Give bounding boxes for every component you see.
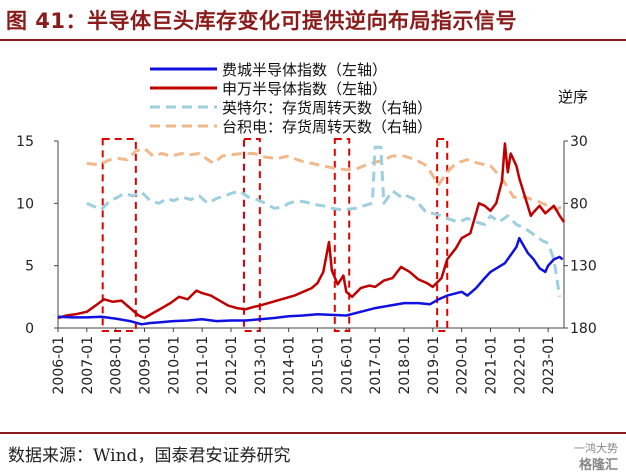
x-tick-label-11: 2017-01 [368, 336, 384, 395]
x-tick-label-5: 2011-01 [195, 336, 211, 395]
right-tick-label-2: 130 [570, 259, 597, 275]
series-line-2 [57, 142, 566, 320]
legend-label-4: 台积电：存货周转天数（右轴） [222, 118, 432, 136]
x-tick-label-2: 2008-01 [109, 336, 125, 395]
x-axis-ticks: 2006-01 2007-01 2008-01 2009-01 2010-01 2011-… [51, 328, 557, 395]
left-tick-label-1: 5 [25, 259, 34, 275]
legend-label-3: 英特尔：存货周转天数（右轴） [222, 99, 432, 117]
x-tick-label-4: 2010-01 [166, 336, 182, 395]
title-divider [0, 39, 626, 41]
footer-divider [0, 432, 626, 434]
page-title: 图 41：半导体巨头库存变化可提供逆向布局指示信号 [6, 9, 518, 33]
x-tick-label-12: 2018-01 [397, 336, 413, 395]
highlight-box-1 [101, 138, 137, 332]
series-lines [57, 142, 566, 326]
x-tick-label-16: 2022-01 [512, 336, 528, 395]
x-tick-label-1: 2007-01 [80, 336, 96, 395]
x-tick-label-7: 2013-01 [253, 336, 269, 395]
highlight-boxes [101, 138, 449, 332]
left-axis-ticks: 0 5 10 15 [16, 134, 58, 337]
series-line-3 [86, 145, 562, 298]
x-tick-label-10: 2016-01 [339, 336, 355, 395]
x-tick-label-6: 2012-01 [224, 336, 240, 395]
highlight-box-3 [333, 138, 351, 332]
right-tick-label-1: 80 [570, 196, 588, 212]
right-axis-label: 逆序 [558, 88, 588, 106]
watermark-bottom: 格隆汇 [578, 458, 618, 473]
x-tick-label-8: 2014-01 [282, 336, 298, 395]
right-axis-ticks: 30 80 130 180 [564, 134, 597, 337]
x-tick-label-17: 2023-01 [541, 336, 557, 395]
left-tick-label-2: 10 [16, 196, 34, 212]
right-tick-label-0: 30 [570, 134, 588, 150]
series-line-4 [86, 147, 564, 212]
x-tick-label-15: 2021-01 [483, 336, 499, 395]
x-tick-label-3: 2009-01 [137, 336, 153, 395]
axes-frame [57, 141, 565, 329]
watermark-top: 一鸿大势 [574, 442, 618, 455]
series-line-1 [57, 236, 564, 326]
left-tick-label-3: 15 [16, 134, 34, 150]
x-tick-label-13: 2019-01 [426, 336, 442, 395]
x-tick-label-14: 2020-01 [455, 336, 471, 395]
legend-label-2: 申万半导体指数（左轴） [222, 80, 387, 98]
highlight-box-4 [436, 138, 449, 332]
left-tick-label-0: 0 [25, 321, 34, 337]
right-tick-label-3: 180 [570, 321, 597, 337]
highlight-box-2 [242, 138, 261, 332]
legend-label-1: 费城半导体指数（左轴） [222, 61, 387, 79]
legend: 费城半导体指数（左轴）申万半导体指数（左轴）英特尔：存货周转天数（右轴）台积电：… [150, 61, 432, 136]
x-tick-label-9: 2015-01 [310, 336, 326, 395]
x-tick-label-0: 2006-01 [51, 336, 67, 395]
data-source: 数据来源：Wind，国泰君安证券研究 [8, 446, 291, 466]
